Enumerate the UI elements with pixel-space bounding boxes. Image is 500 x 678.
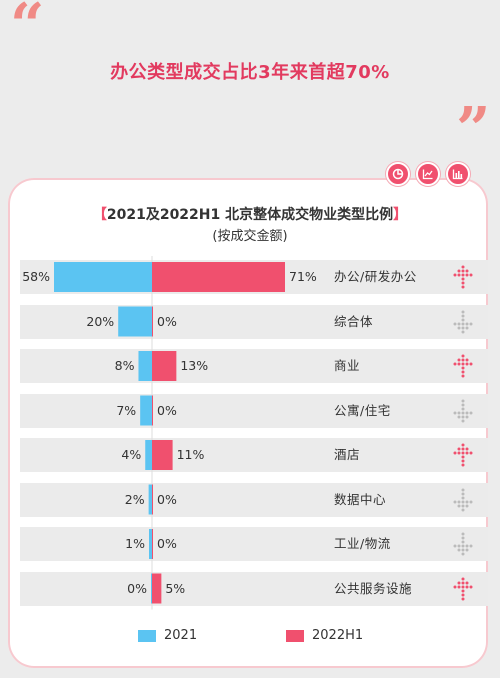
value-label-2022h1: 71% (289, 269, 317, 284)
value-label-2021: 7% (116, 402, 137, 418)
trend-down-arrow-icon (453, 532, 473, 556)
value-label-2022h1: 5% (165, 580, 186, 596)
category-label: 公共服务设施 (334, 580, 413, 596)
title-bracket-right: 】 (393, 207, 408, 223)
bar-2021 (138, 351, 152, 381)
value-label-2021: 8% (114, 358, 135, 373)
value-label-2021: 2% (124, 491, 145, 507)
trend-up-arrow-icon (453, 354, 473, 378)
trend-up-arrow-icon (453, 443, 473, 467)
bar-chart-icon[interactable] (446, 162, 470, 186)
bar-2021 (148, 484, 152, 515)
legend-item-2021: 2021 (138, 628, 197, 643)
legend-swatch-2021 (138, 629, 156, 642)
row-background (20, 482, 488, 517)
title-bracket-left: 【 (92, 207, 107, 223)
pie-chart-icon[interactable] (386, 162, 410, 186)
bar-2022h1 (152, 573, 162, 604)
row-background (20, 527, 488, 561)
trend-down-arrow-icon (453, 488, 473, 511)
headline: 办公类型成交占比3年来首超70% (110, 62, 390, 83)
bar-2021 (54, 262, 152, 292)
trend-down-arrow-icon (453, 399, 473, 422)
category-label: 商业 (334, 358, 361, 373)
bar-2022h1 (152, 262, 285, 292)
bar-2021 (118, 306, 152, 337)
quote-close-icon: ” (456, 95, 491, 165)
bar-2022h1 (152, 395, 153, 426)
bar-2022h1 (152, 484, 153, 515)
category-label: 工业/物流 (334, 536, 391, 551)
chart-title-text: 2021及2022H1 北京整体成交物业类型比例 (106, 207, 394, 223)
category-label: 数据中心 (334, 491, 387, 507)
trend-up-arrow-icon (453, 577, 473, 600)
bar-2021 (149, 529, 152, 559)
trend-down-arrow-icon (453, 310, 473, 333)
value-label-2021: 20% (86, 313, 115, 329)
bar-2022h1 (152, 306, 153, 337)
bar-2022h1 (152, 351, 177, 381)
category-label: 办公/研发办公 (334, 269, 417, 284)
value-label-2021: 0% (127, 580, 147, 596)
legend-label-2021: 2021 (164, 628, 198, 643)
row-background (20, 438, 488, 472)
value-label-2022h1: 0% (157, 536, 177, 551)
bar-2021 (140, 395, 152, 426)
bar-2021 (145, 440, 152, 470)
value-label-2021: 4% (121, 447, 142, 462)
category-label: 公寓/住宅 (334, 402, 391, 418)
value-label-2022h1: 0% (157, 402, 177, 418)
value-label-2022h1: 0% (157, 313, 177, 329)
chart-title: 【2021及2022H1 北京整体成交物业类型比例】 (0, 204, 500, 224)
bar-2022h1 (152, 529, 153, 559)
value-label-2022h1: 13% (180, 358, 209, 373)
chart-type-toolbar (386, 162, 470, 186)
line-chart-icon[interactable] (416, 162, 440, 186)
legend-item-2022h1: 2022H1 (286, 628, 363, 643)
value-label-2022h1: 11% (176, 447, 205, 462)
trend-up-arrow-icon (453, 265, 473, 289)
value-label-2022h1: 0% (157, 491, 177, 507)
category-label: 酒店 (334, 447, 361, 462)
legend-swatch-2022h1 (286, 629, 304, 642)
value-label-2021: 58% (22, 269, 50, 284)
row-background (20, 304, 488, 339)
row-background (20, 393, 488, 428)
chart-subtitle: (按成交金额) (212, 229, 288, 244)
row-background (20, 571, 488, 606)
row-background (20, 349, 488, 383)
quote-open-icon: “ (10, 0, 45, 61)
bar-2021 (151, 573, 152, 604)
value-label-2021: 1% (125, 536, 145, 551)
bar-2022h1 (152, 440, 173, 470)
legend-label-2022h1: 2022H1 (312, 628, 364, 643)
category-label: 综合体 (334, 313, 374, 329)
